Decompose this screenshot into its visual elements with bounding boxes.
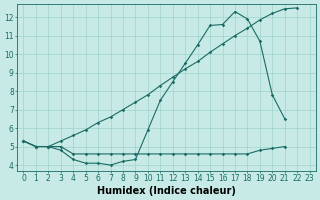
X-axis label: Humidex (Indice chaleur): Humidex (Indice chaleur) [97,186,236,196]
